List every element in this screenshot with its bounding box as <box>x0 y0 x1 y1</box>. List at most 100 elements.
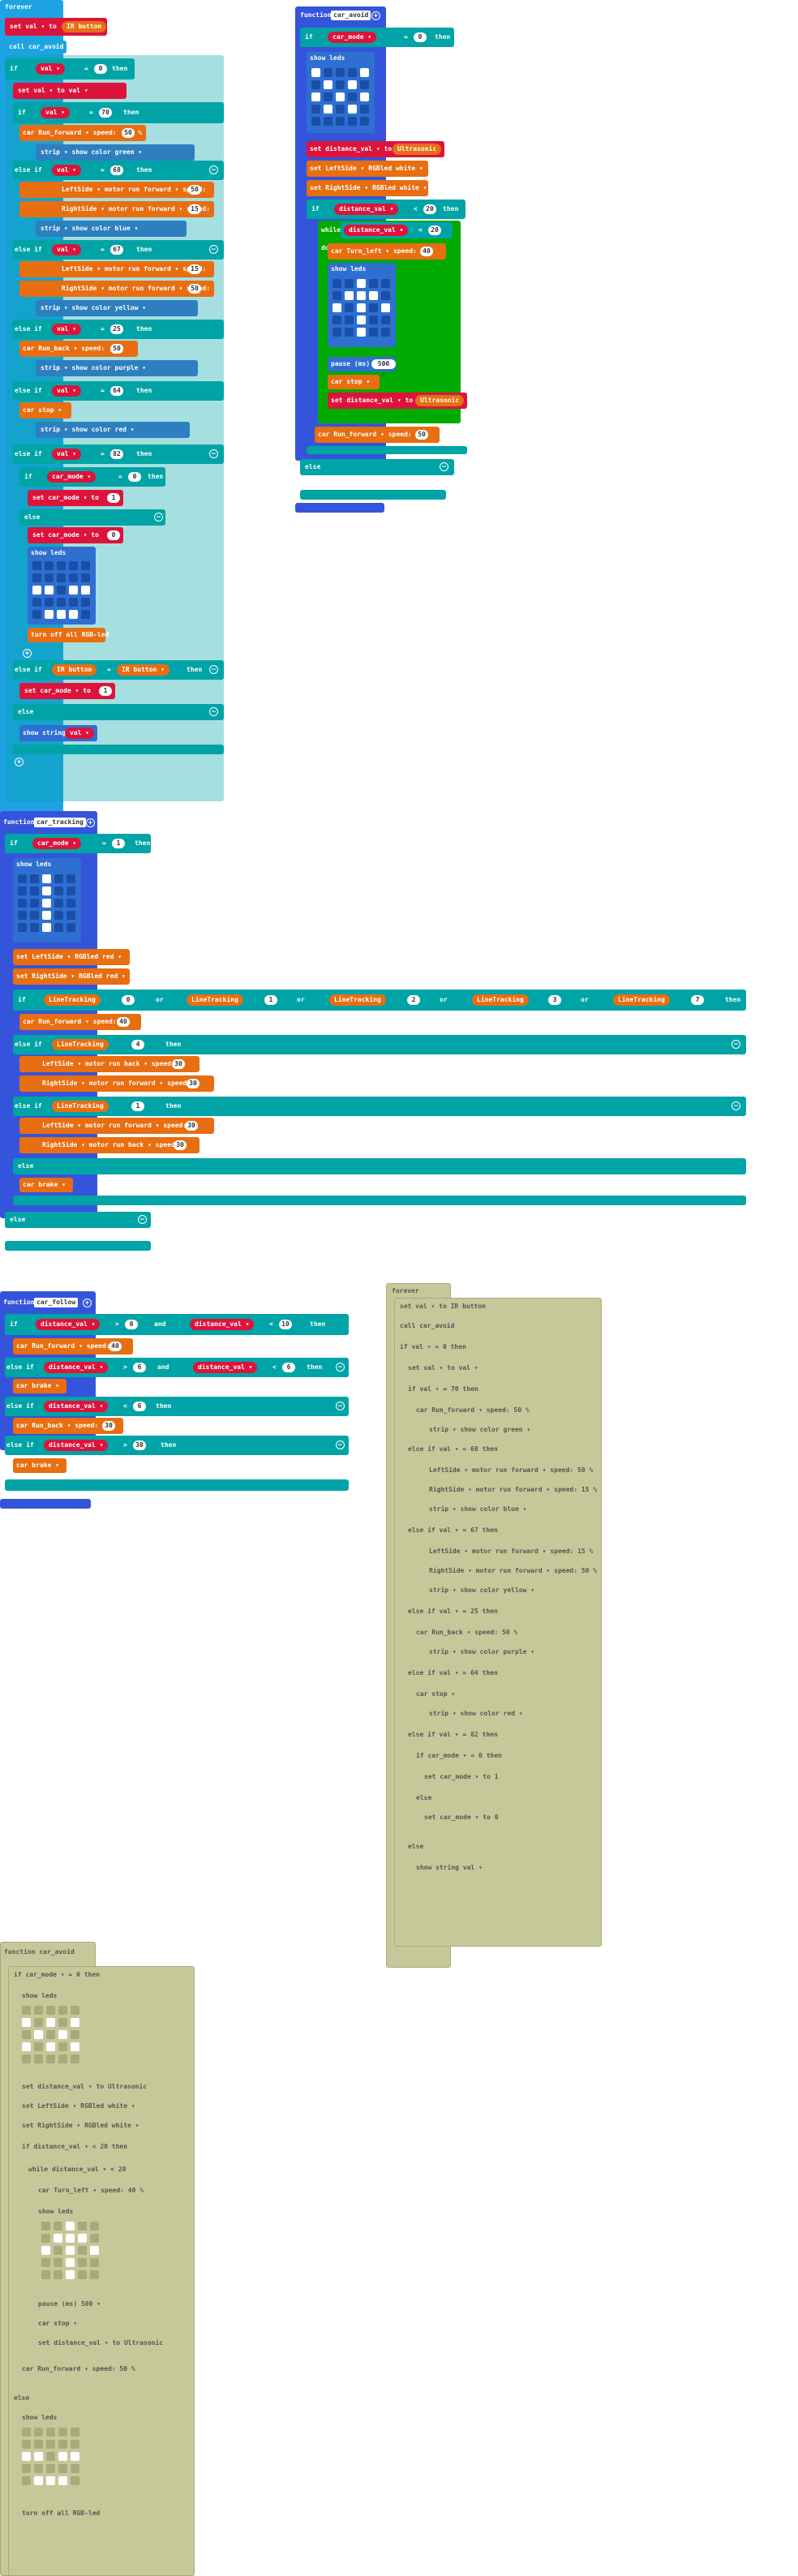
right-fwd-15[interactable]: RightSide ▾ motor run forward ▾ speed: 1… <box>19 201 214 217</box>
call-car-avoid[interactable]: call car_avoid <box>5 41 66 54</box>
elseif-ir[interactable]: else if IR button = IR button ▾ then − <box>13 660 224 680</box>
ir-button-reporter[interactable]: IR button <box>52 664 97 676</box>
val-reporter[interactable]: val ▾ <box>36 63 66 75</box>
strip-yellow[interactable]: strip ▾ show color yellow ▾ <box>36 300 198 316</box>
value-68[interactable]: 68 <box>110 165 123 175</box>
ir-button-dropdown[interactable]: IR button ▾ <box>117 664 169 676</box>
right-rgb-red[interactable]: set RightSide ▾ RGBled red ▾ <box>13 968 130 985</box>
else-outer[interactable]: else − <box>13 704 224 720</box>
show-leds-tracking[interactable]: show leds <box>13 858 81 942</box>
ir-button-block[interactable]: IR button <box>62 21 107 32</box>
elseif-follow-2[interactable]: else if distance_val ▾ < 6 then − <box>5 1397 349 1416</box>
car-mode-reporter[interactable]: car_mode ▾ <box>32 838 82 849</box>
run-back-follow[interactable]: car Run_back ▾ speed: 30 <box>13 1418 123 1434</box>
car-brake-follow[interactable]: car brake ▾ <box>13 1379 66 1393</box>
value-4[interactable]: 4 <box>131 1040 144 1050</box>
value-0[interactable]: 0 <box>414 32 427 42</box>
value-0[interactable]: 0 <box>107 530 120 540</box>
linetracking-reporter[interactable]: LineTracking <box>187 994 243 1006</box>
led-grid[interactable] <box>332 279 390 337</box>
set-distance[interactable]: set distance_val ▾ to Ultrasonic <box>307 141 444 157</box>
right-rgb-white[interactable]: set RightSide ▾ RGBled white ▾ <box>307 180 428 196</box>
value-20[interactable]: 20 <box>428 225 441 235</box>
val-reporter[interactable]: val ▾ <box>52 385 82 397</box>
if-follow[interactable]: if distance_val ▾ > 0 and distance_val ▾… <box>5 1314 349 1335</box>
show-leds-while[interactable]: show leds <box>328 263 396 347</box>
set-car-mode-0[interactable]: set car_mode ▾ to 0 <box>28 527 123 543</box>
value-1[interactable]: 1 <box>107 493 120 503</box>
run-forward-avoid[interactable]: car Run_forward ▾ speed: 50 <box>315 427 440 443</box>
car-brake-tracking[interactable]: car brake ▾ <box>19 1178 73 1192</box>
val-reporter[interactable]: val ▾ <box>52 449 82 460</box>
distance-reporter[interactable]: distance_val ▾ <box>44 1440 109 1451</box>
linetracking-reporter[interactable]: LineTracking <box>613 994 670 1006</box>
strip-purple[interactable]: strip ▾ show color purple ▾ <box>36 360 198 376</box>
elseif-25[interactable]: else if val ▾ = 25 then <box>13 320 224 339</box>
minus-icon[interactable]: − <box>732 1040 740 1049</box>
set-car-mode-1b[interactable]: set car_mode ▾ to 1 <box>19 683 115 699</box>
speed-30[interactable]: 30 <box>102 1421 115 1431</box>
led-grid[interactable] <box>18 874 75 932</box>
value-7[interactable]: 7 <box>691 995 704 1005</box>
distance-reporter[interactable]: distance_val ▾ <box>190 1319 255 1330</box>
speed-50[interactable]: 50 <box>415 430 428 440</box>
elseif-68[interactable]: else if val ▾ = 68 then − <box>13 161 224 180</box>
val-reporter[interactable]: val ▾ <box>52 244 82 255</box>
strip-blue[interactable]: strip ▾ show color blue ▾ <box>36 221 187 237</box>
distance-reporter[interactable]: distance_val ▾ <box>193 1362 258 1373</box>
elseif-lt-1[interactable]: else if LineTracking 1 then − <box>13 1097 746 1116</box>
value-67[interactable]: 67 <box>110 245 123 255</box>
minus-icon[interactable]: − <box>336 1402 345 1410</box>
minus-icon[interactable]: − <box>732 1101 740 1110</box>
speed-50[interactable]: 50 <box>188 284 201 294</box>
val-reporter[interactable]: val ▾ <box>52 324 82 335</box>
strip-red[interactable]: strip ▾ show color red ▾ <box>36 422 190 438</box>
zero-value[interactable]: 0 <box>94 64 107 74</box>
function-name-field[interactable]: car_tracking <box>34 818 86 827</box>
value-30[interactable]: 30 <box>133 1440 146 1450</box>
value-1[interactable]: 1 <box>131 1101 144 1111</box>
linetracking-reporter[interactable]: LineTracking <box>52 1039 109 1050</box>
val-reporter[interactable]: val ▾ <box>52 165 82 176</box>
speed-40[interactable]: 40 <box>109 1342 122 1351</box>
left-fwd-30[interactable]: LeftSide ▾ motor run forward ▾ speed: 30 <box>19 1118 214 1134</box>
plus-icon[interactable]: + <box>15 758 24 766</box>
distance-reporter[interactable]: distance_val ▾ <box>36 1319 101 1330</box>
minus-icon[interactable]: − <box>209 245 218 254</box>
value-64[interactable]: 64 <box>110 386 123 396</box>
car-mode-reporter[interactable]: car_mode ▾ <box>328 32 377 43</box>
value-1[interactable]: 1 <box>112 839 125 848</box>
value-2[interactable]: 2 <box>407 995 420 1005</box>
if-val-70[interactable]: if val ▾ = 70 then <box>13 102 224 123</box>
car-stop-avoid[interactable]: car stop ▾ <box>328 375 380 389</box>
elseif-follow-1[interactable]: else if distance_val ▾ > 6 and distance_… <box>5 1358 349 1377</box>
run-forward-follow[interactable]: car Run_forward ▾ speed: 40 <box>13 1338 133 1355</box>
value-1[interactable]: 1 <box>99 686 112 696</box>
speed-50[interactable]: 50 <box>122 128 135 138</box>
set-distance-2[interactable]: set distance_val ▾ to Ultrasonic <box>328 393 467 409</box>
linetracking-reporter[interactable]: LineTracking <box>329 994 386 1006</box>
value-10[interactable]: 10 <box>279 1320 292 1329</box>
speed-15[interactable]: 15 <box>188 204 201 214</box>
speed-30[interactable]: 30 <box>172 1059 185 1069</box>
value-6[interactable]: 6 <box>133 1402 146 1411</box>
show-leds-forever[interactable]: show leds <box>28 547 96 625</box>
set-val-val[interactable]: set val ▾ to val ▾ <box>13 83 127 99</box>
if-linetracking-or[interactable]: if LineTracking 0 or LineTracking 1 or L… <box>13 990 746 1011</box>
elseif-64[interactable]: else if val ▾ = 64 then <box>13 381 224 401</box>
minus-icon[interactable]: − <box>209 165 218 174</box>
distance-reporter[interactable]: distance_val ▾ <box>44 1401 109 1412</box>
speed-30[interactable]: 30 <box>185 1121 198 1131</box>
show-string-block[interactable]: show string val ▾ <box>19 725 97 741</box>
value-3[interactable]: 3 <box>548 995 561 1005</box>
linetracking-reporter[interactable]: LineTracking <box>472 994 529 1006</box>
minus-icon[interactable]: − <box>138 1215 147 1224</box>
show-leds-avoid[interactable]: show leds <box>307 52 375 133</box>
speed-40[interactable]: 40 <box>117 1017 130 1027</box>
function-name-field[interactable]: car_follow <box>34 1298 79 1307</box>
car-stop-block[interactable]: car stop ▾ <box>19 402 71 419</box>
value-0[interactable]: 0 <box>122 995 135 1005</box>
left-rgb-red[interactable]: set LeftSide ▾ RGBled red ▾ <box>13 949 130 965</box>
turn-off-rgb[interactable]: turn off all RGB-led <box>28 628 109 642</box>
right-back-30[interactable]: RightSide ▾ motor run back ▾ speed: 30 <box>19 1137 200 1153</box>
